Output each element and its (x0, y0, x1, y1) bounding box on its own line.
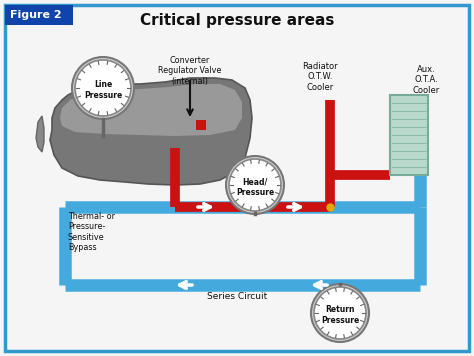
Circle shape (311, 284, 369, 342)
Text: Return
Pressure: Return Pressure (321, 305, 359, 325)
Circle shape (229, 159, 281, 211)
Circle shape (75, 60, 131, 116)
FancyBboxPatch shape (5, 5, 469, 351)
Text: Critical pressure areas: Critical pressure areas (140, 12, 334, 27)
Text: Thermal- or
Pressure-
Sensitive
Bypass: Thermal- or Pressure- Sensitive Bypass (68, 212, 115, 252)
Text: Radiator
O.T.W.
Cooler: Radiator O.T.W. Cooler (302, 62, 338, 92)
Polygon shape (36, 116, 44, 152)
Circle shape (314, 287, 366, 339)
Text: Figure 2: Figure 2 (10, 10, 62, 20)
Polygon shape (50, 78, 252, 185)
Text: Line
Pressure: Line Pressure (84, 80, 122, 100)
Polygon shape (60, 84, 242, 136)
FancyBboxPatch shape (5, 5, 73, 25)
Text: Converter
Regulator Valve
(internal): Converter Regulator Valve (internal) (158, 56, 222, 86)
Text: Head/
Pressure: Head/ Pressure (236, 177, 274, 197)
Text: Aux.
O.T.A.
Cooler: Aux. O.T.A. Cooler (412, 65, 439, 95)
Circle shape (72, 57, 134, 119)
Text: Series Circuit: Series Circuit (207, 292, 267, 301)
FancyBboxPatch shape (390, 95, 428, 175)
Circle shape (226, 156, 284, 214)
FancyBboxPatch shape (196, 120, 206, 130)
